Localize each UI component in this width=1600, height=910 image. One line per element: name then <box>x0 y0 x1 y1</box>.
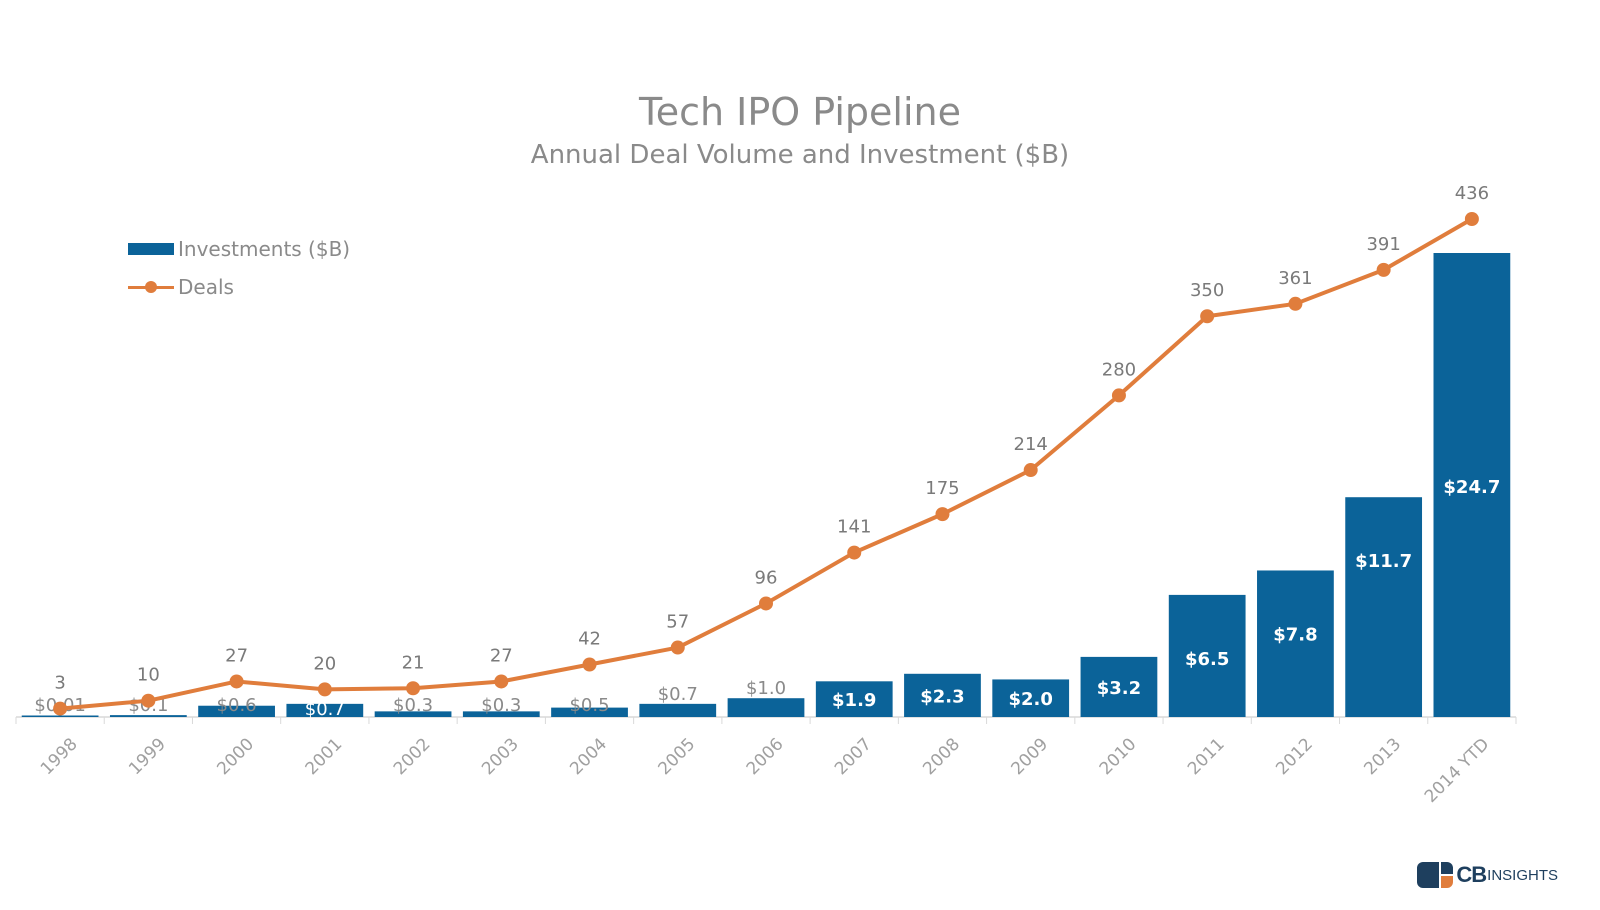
legend-item-investments: Investments ($B) <box>128 230 350 268</box>
deals-value-label: 361 <box>1278 268 1312 289</box>
deals-point <box>1111 388 1126 403</box>
bar-investment <box>286 703 364 717</box>
bar-value-label: $0.6 <box>217 695 257 716</box>
x-tick-label: 1998 <box>37 734 82 779</box>
bar-value-label: $7.8 <box>1273 624 1317 645</box>
bar-value-label: $0.5 <box>569 695 609 716</box>
deals-value-label: 21 <box>402 652 425 673</box>
deals-value-label: 96 <box>755 567 778 588</box>
deals-point <box>847 545 862 560</box>
cb-insights-logo-icon <box>1417 862 1454 888</box>
legend-label-investments: Investments ($B) <box>178 237 351 261</box>
legend-swatch-bar <box>128 243 174 255</box>
deals-value-label: 175 <box>925 478 959 499</box>
bar-value-label: $1.9 <box>832 690 876 711</box>
bar-investment <box>1080 656 1158 717</box>
x-tick-label: 2008 <box>919 734 964 779</box>
x-tick-label: 1999 <box>125 734 170 779</box>
chart-title: Tech IPO Pipeline <box>638 90 962 134</box>
deals-point <box>1464 212 1479 226</box>
bar-investment <box>462 711 540 717</box>
bar-value-label: $2.0 <box>1008 689 1052 710</box>
deals-point <box>1023 463 1038 478</box>
x-tick-label: 2009 <box>1008 734 1053 779</box>
deals-point <box>582 657 597 672</box>
deals-point <box>759 596 773 611</box>
deals-point <box>53 701 68 716</box>
bar-investment <box>992 679 1070 717</box>
bar-value-label: $6.5 <box>1185 649 1229 670</box>
bar-investment <box>1433 253 1511 717</box>
bar-value-label: $0.3 <box>481 695 521 716</box>
bar-value-label: $0.3 <box>393 695 433 716</box>
deals-value-label: 141 <box>837 517 871 538</box>
deals-value-label: 27 <box>490 645 513 666</box>
deals-value-label: 3 <box>54 673 65 694</box>
x-tick-label: 2001 <box>302 734 347 779</box>
deals-point <box>670 640 685 655</box>
x-tick-label: 2014 YTD <box>1421 734 1494 807</box>
bar-investment <box>815 681 893 717</box>
bar-investment <box>21 715 99 717</box>
deals-value-label: 57 <box>666 612 689 633</box>
bar-investment <box>727 698 805 717</box>
deals-point <box>141 693 156 708</box>
x-tick-label: 2002 <box>390 734 435 779</box>
bar-investment <box>1345 497 1423 717</box>
x-tick-label: 2010 <box>1096 734 1141 779</box>
deals-point <box>1376 262 1391 277</box>
deals-point <box>229 674 244 689</box>
bar-value-label: $1.0 <box>746 678 786 699</box>
x-tick-label: 2007 <box>831 734 876 779</box>
bar-investment <box>1168 594 1246 717</box>
legend-swatch-line <box>128 281 174 293</box>
x-tick-label: 2000 <box>213 734 258 779</box>
deals-value-label: 10 <box>137 665 160 686</box>
chart-subtitle: Annual Deal Volume and Investment ($B) <box>530 140 1070 170</box>
x-tick-label: 2003 <box>478 734 523 779</box>
x-tick-label: 2006 <box>743 734 788 779</box>
deals-point <box>406 681 421 696</box>
bar-value-label: $11.7 <box>1355 551 1412 572</box>
deals-value-label: 350 <box>1190 280 1224 301</box>
bar-value-label: $3.2 <box>1097 678 1141 699</box>
bar-investment <box>198 705 275 717</box>
deals-value-label: 436 <box>1455 183 1489 204</box>
x-tick-label: 2013 <box>1360 734 1405 779</box>
legend: Investments ($B) Deals <box>128 230 350 306</box>
bar-value-label: $0.7 <box>305 699 345 720</box>
bar-value-label: $24.7 <box>1443 477 1500 498</box>
deals-value-label: 391 <box>1366 234 1400 255</box>
x-tick-label: 2005 <box>655 734 700 779</box>
cb-insights-logo: CB INSIGHTS <box>1417 862 1558 888</box>
bar-investment <box>109 715 187 717</box>
bar-value-label: $0.7 <box>658 684 698 705</box>
deals-value-label: 27 <box>225 645 248 666</box>
x-tick-label: 2004 <box>566 734 611 779</box>
logo-text-insights: INSIGHTS <box>1487 866 1558 884</box>
bar-investment <box>904 673 981 717</box>
deals-point <box>1200 309 1215 324</box>
deals-value-label: 214 <box>1014 434 1048 455</box>
logo-text-cb: CB <box>1456 862 1487 887</box>
bar-investment <box>1257 570 1334 717</box>
bar-investment <box>551 707 628 717</box>
deals-value-label: 42 <box>578 629 601 650</box>
deals-value-label: 20 <box>313 653 336 674</box>
deals-point <box>494 674 509 689</box>
deals-value-label: 280 <box>1102 359 1136 380</box>
x-tick-label: 2012 <box>1272 734 1317 779</box>
legend-item-deals: Deals <box>128 268 350 306</box>
deals-point <box>317 682 332 697</box>
deals-point <box>935 507 950 522</box>
deals-point <box>1288 296 1303 311</box>
legend-label-deals: Deals <box>178 275 234 299</box>
x-tick-label: 2011 <box>1184 734 1229 779</box>
bar-value-label: $2.3 <box>920 686 964 707</box>
bar-investment <box>639 703 717 717</box>
bar-investment <box>374 711 452 717</box>
